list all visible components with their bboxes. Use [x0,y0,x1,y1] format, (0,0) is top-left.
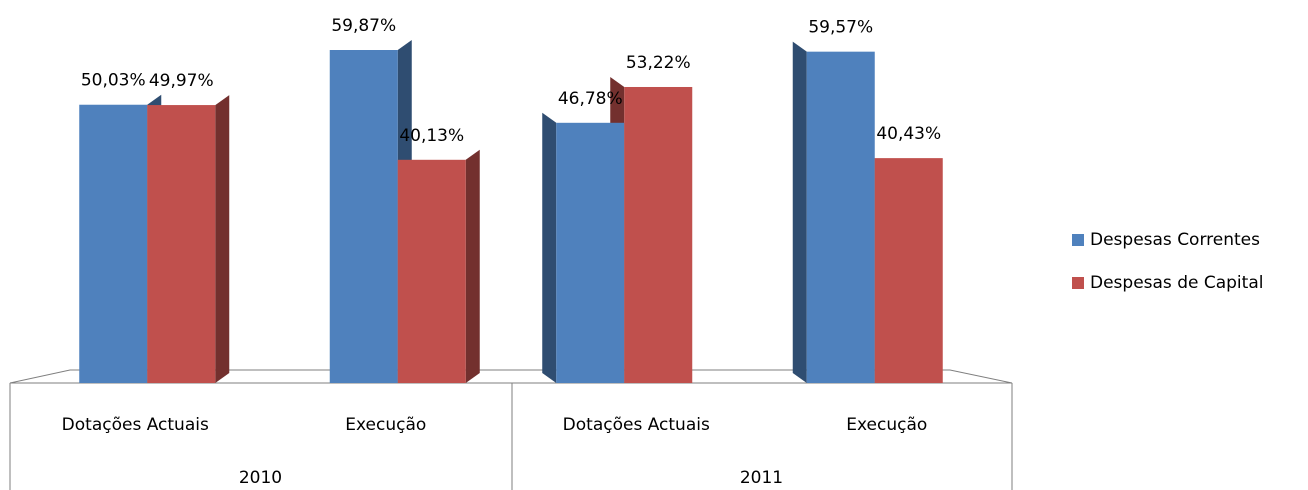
data-label: 40,43% [876,124,941,144]
bar-side [465,149,480,383]
data-label: 46,78% [558,89,623,109]
group-label: 2011 [740,468,783,488]
x-tick-label: Execução [846,415,927,435]
legend-label: Despesas de Capital [1090,273,1263,293]
bar [147,105,216,384]
x-tick-label: Dotações Actuais [563,415,710,435]
bar [556,122,625,383]
bar [79,104,148,383]
legend-label: Despesas Correntes [1090,230,1260,250]
group-label: 2010 [239,468,282,488]
bar-side [542,112,557,383]
bar [329,50,398,383]
data-label: 49,97% [149,71,214,91]
data-label: 40,13% [399,126,464,146]
bar [624,86,693,383]
data-label: 50,03% [81,71,146,91]
bar [397,159,466,383]
bar [806,51,875,384]
bar [874,158,943,383]
x-tick-label: Dotações Actuais [62,415,209,435]
data-label: 59,87% [331,16,396,36]
legend-swatch [1072,234,1084,246]
data-label: 53,22% [626,53,691,73]
x-tick-label: Execução [345,415,426,435]
legend-swatch [1072,277,1084,289]
bar-side [215,95,230,384]
data-label: 59,57% [808,18,873,38]
bar-side [792,41,807,384]
